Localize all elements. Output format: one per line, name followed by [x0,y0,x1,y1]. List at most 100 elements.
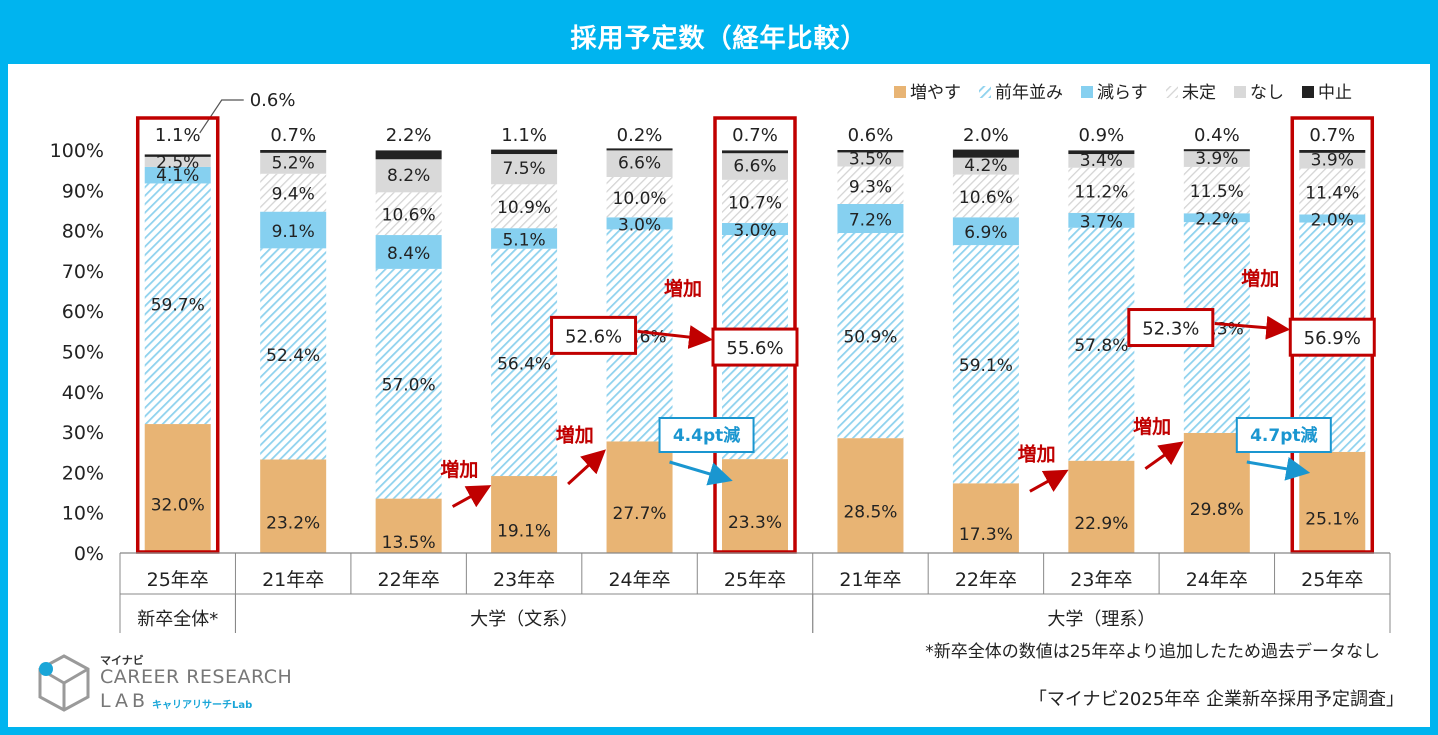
segment-label: 6.9% [964,223,1007,243]
increase-arrow [451,485,492,508]
y-tick-label: 30% [62,422,104,444]
increase-label: 増加 [664,277,702,300]
increase-label: 増加 [1133,415,1171,438]
bar-segment [837,150,904,153]
segment-label: 29.8% [1190,500,1244,520]
bar-segment [260,459,327,553]
segment-label: 57.8% [1074,336,1128,356]
x-tick-label: 24年卒 [1186,569,1248,591]
segment-label: 2.0% [1311,211,1354,231]
increase-arrow [637,325,713,350]
y-tick-label: 40% [62,382,104,404]
bar-segment [1068,227,1135,461]
segment-label: 6.6% [618,154,661,174]
decrease-callout-label: 4.4pt減 [673,425,740,446]
logo-line2: LAB [100,690,150,712]
x-tick-label: 25年卒 [147,569,209,591]
segment-label: 4.2% [964,156,1007,176]
legend-swatch [1302,86,1314,98]
segment-label: 3.4% [1080,151,1123,171]
x-tick-label: 21年卒 [262,569,324,591]
segment-label: 8.4% [387,244,430,264]
bar-segment [491,248,558,477]
increase-label: 増加 [1018,443,1056,466]
segment-label: 11.5% [1190,182,1244,202]
segment-label: 9.3% [849,177,892,197]
segment-label: 2.2% [1195,210,1238,230]
decrease-callout [1235,417,1332,453]
segment-label: 3.5% [849,149,892,169]
bar-segment [491,154,558,185]
bar-segment [722,459,788,553]
segment-label: 23.3% [728,513,782,533]
legend-label: 未定 [1182,83,1216,103]
bar-segment [606,177,673,218]
bar-segment [1068,150,1135,155]
decrease-callout [658,417,755,453]
increase-label: 増加 [440,458,478,481]
bar-segment [260,248,327,460]
legend-label: 前年並み [995,83,1063,103]
bar-segment [837,152,904,167]
bar-segment [144,424,211,553]
bar-segment [837,233,904,439]
x-tick-label: 23年卒 [1070,569,1132,591]
segment-label: 3.9% [1195,149,1238,169]
segment-label: 19.1% [497,522,551,542]
x-tick-label: 25年卒 [1301,569,1363,591]
y-tick-label: 80% [62,221,104,243]
segment-label: 1.1% [501,125,547,146]
career-research-lab-logo: マイナビ CAREER RESEARCH LAB キャリアリサーチLab [34,652,294,718]
y-tick-label: 70% [62,261,104,283]
segment-label: 56.4% [497,354,551,374]
segment-label: 59.7% [151,296,205,316]
legend-label: 減らす [1097,83,1148,103]
bar-segment [1068,460,1135,553]
segment-label: 1.1% [155,125,201,146]
bar-segment [1183,213,1250,223]
segment-label: 7.2% [849,211,892,231]
footnote: *新卒全体の数値は25年卒より追加したため過去データなし [925,642,1380,662]
decrease-arrow [669,460,733,486]
bar-segment [837,204,904,234]
segment-label: 0.9% [1078,125,1124,146]
x-tick-label: 23年卒 [493,569,555,591]
x-tick-label: 22年卒 [378,569,440,591]
legend-swatch [979,86,991,98]
bar-segment [722,222,788,236]
bar-segment [1299,152,1366,169]
legend-label: なし [1250,83,1284,103]
bar-segment [1299,451,1366,553]
decrease-callout-label: 4.7pt減 [1250,425,1317,446]
segment-label: 10.7% [728,193,782,213]
bar-segment [722,150,788,154]
decrease-arrow [1246,456,1311,481]
bar-segment [952,245,1019,484]
boxed-value [1288,317,1376,357]
bar-segment [144,154,211,157]
boxed-value [1127,308,1215,348]
bar-segment [722,179,788,223]
x-tick-label: 22年卒 [955,569,1017,591]
segment-label: 9.4% [272,185,315,205]
segment-label: 0.2% [617,125,663,146]
bar-segment [606,148,673,151]
legend-label: 中止 [1318,83,1352,103]
bar-segment [1068,154,1135,168]
bar-segment [606,217,673,230]
legend-swatch [1166,86,1178,98]
bar-segment [1183,166,1250,214]
segment-label: 3.0% [618,215,661,235]
bar-segment [491,476,558,553]
segment-label: 2.0% [963,125,1009,146]
x-tick-label: 24年卒 [608,569,670,591]
bar-segment [837,166,904,205]
bar-segment [375,150,442,160]
boxed-value-label: 52.6% [565,326,622,347]
y-tick-label: 10% [62,503,104,525]
y-tick-label: 0% [74,543,104,565]
boxed-value-label: 56.9% [1304,328,1361,349]
y-tick-label: 60% [62,301,104,323]
y-tick-label: 100% [50,140,104,162]
